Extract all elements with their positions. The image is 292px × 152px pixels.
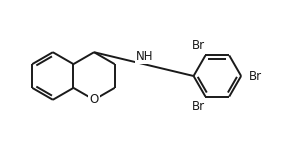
Text: NH: NH	[136, 50, 154, 63]
Text: Br: Br	[192, 39, 205, 52]
Text: Br: Br	[192, 100, 205, 113]
Text: O: O	[89, 93, 99, 106]
Text: Br: Br	[248, 69, 262, 83]
